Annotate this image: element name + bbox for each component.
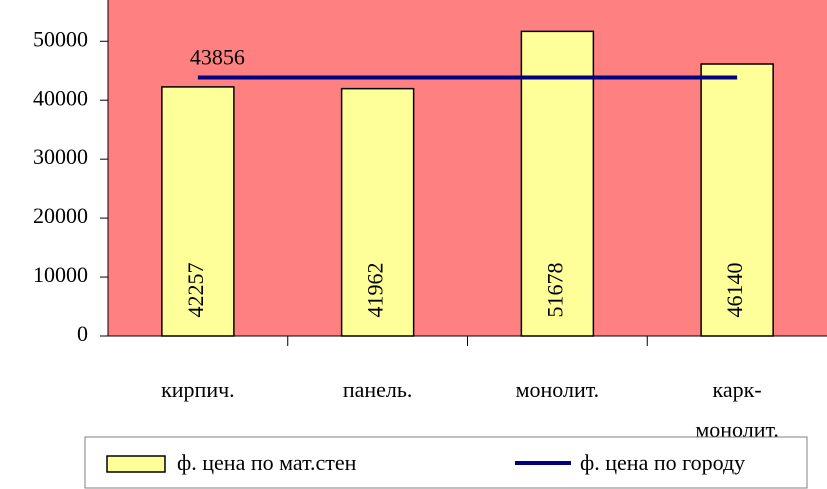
bar xyxy=(520,30,595,337)
y-tick-label: 40000 xyxy=(33,85,88,110)
legend-box xyxy=(84,436,808,489)
bar-value-label: 46140 xyxy=(722,263,747,318)
x-tick-label: панель. xyxy=(343,377,413,402)
legend-label: ф. цена по мат.стен xyxy=(177,450,357,475)
line-value-label: 43856 xyxy=(190,45,245,70)
y-tick-label: 0 xyxy=(77,321,88,346)
x-tick-label: кирпич. xyxy=(161,377,235,402)
bar xyxy=(161,86,235,337)
bar-value-label: 42257 xyxy=(183,263,208,318)
y-tick-label: 30000 xyxy=(33,144,88,169)
bar xyxy=(700,63,774,337)
y-tick-label: 50000 xyxy=(33,26,88,51)
y-tick-label: 20000 xyxy=(33,203,88,228)
legend-label: ф. цена по городу xyxy=(580,450,745,475)
bar-value-label: 51678 xyxy=(542,263,567,318)
bar-value-label: 41962 xyxy=(363,263,388,318)
bar xyxy=(340,87,415,337)
x-tick-label: карк-монолит. xyxy=(695,377,779,442)
legend-swatch xyxy=(106,455,166,473)
x-tick-label: монолит. xyxy=(516,377,600,402)
y-tick-label: 10000 xyxy=(33,262,88,287)
